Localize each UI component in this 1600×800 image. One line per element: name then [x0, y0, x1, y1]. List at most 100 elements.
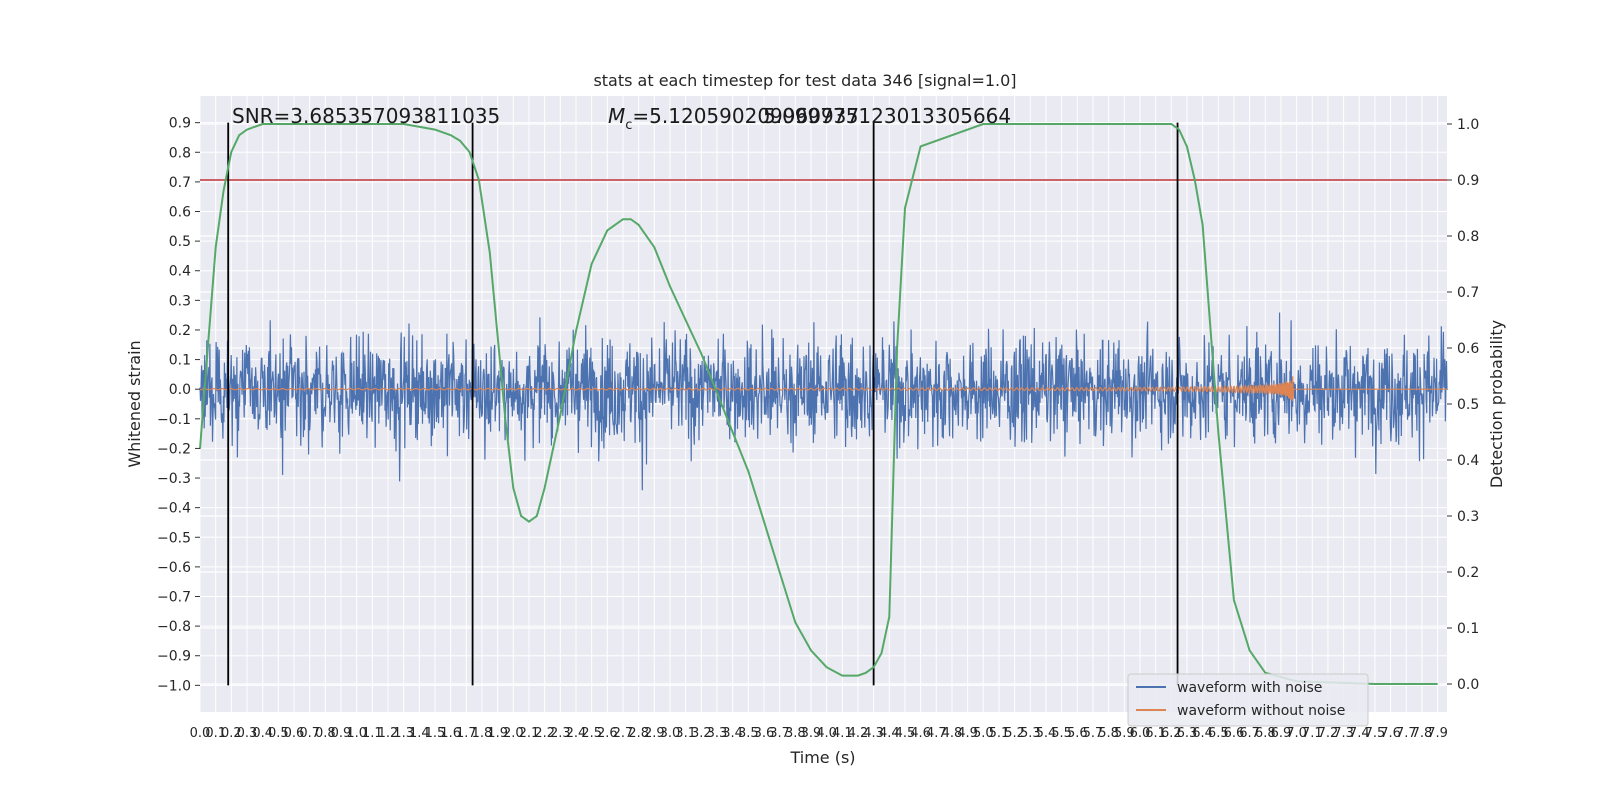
x-tick-label: 5.7 — [1083, 726, 1104, 741]
y-tick-label: −0.9 — [157, 649, 191, 665]
legend-box — [1127, 673, 1369, 727]
x-tick-label: 6.8 — [1255, 726, 1276, 741]
x-tick-label: 1.3 — [393, 726, 414, 741]
x-tick-label: 6.3 — [1177, 726, 1198, 741]
x-tick-label: 0.2 — [221, 726, 242, 741]
x-tick-label: 5.3 — [1020, 726, 1041, 741]
x-tick-label: 0.7 — [299, 726, 320, 741]
chart-title: stats at each timestep for test data 346… — [593, 71, 1016, 90]
x-tick-label: 6.4 — [1192, 726, 1213, 741]
chirp-mass-annotation: Mc=5.120590209960937 — [608, 104, 859, 133]
x-tick-label: 7.3 — [1333, 726, 1354, 741]
x-tick-label: 6.1 — [1145, 726, 1166, 741]
x-tick-label: 5.5 — [1051, 726, 1072, 741]
y-gridlines — [200, 122, 1447, 686]
x-tick-label: 5.2 — [1004, 726, 1025, 741]
x-tick-label: 4.6 — [910, 726, 931, 741]
x-tick-label: 0.8 — [315, 726, 336, 741]
x-tick-label: 4.0 — [816, 726, 837, 741]
x-tick-label: 1.7 — [456, 726, 477, 741]
y-tick-label: −0.6 — [157, 560, 191, 576]
y-tick-label: 0.9 — [169, 116, 191, 132]
y-tick-label: 0.7 — [169, 175, 191, 191]
x-tick-label: 7.6 — [1380, 726, 1401, 741]
x-tick-label: 4.4 — [879, 726, 900, 741]
x-tick-label: 3.5 — [738, 726, 759, 741]
x-tick-label: 6.7 — [1239, 726, 1260, 741]
x-tick-label: 2.3 — [550, 726, 571, 741]
vertical-marker-lines — [227, 122, 1179, 686]
x-tick-label: 0.3 — [237, 726, 258, 741]
x-tick-label: 1.8 — [472, 726, 493, 741]
chirp-mass-symbol: M — [608, 104, 625, 128]
x-tick-label: 4.2 — [848, 726, 869, 741]
y-tick-label: 0.4 — [169, 264, 191, 280]
x-tick-label: 0.0 — [190, 726, 211, 741]
x-tick-label: 5.9 — [1114, 726, 1135, 741]
x-tick-label: 2.6 — [597, 726, 618, 741]
x-tick-label: 6.5 — [1208, 726, 1229, 741]
x-tick-label: 1.9 — [487, 726, 508, 741]
x-tick-label: 2.0 — [503, 726, 524, 741]
x-tick-label: 4.3 — [863, 726, 884, 741]
x-tick-label: 7.4 — [1349, 726, 1370, 741]
x-tick-label: 7.0 — [1286, 726, 1307, 741]
x-tick-label: 7.7 — [1396, 726, 1417, 741]
x-tick-label: 4.7 — [926, 726, 947, 741]
x-tick-label: 3.6 — [754, 726, 775, 741]
y-axis-label: Whitened strain — [125, 340, 144, 467]
x-tick-label: 1.5 — [425, 726, 446, 741]
y-tick-label: −0.8 — [157, 619, 191, 635]
x-tick-label: 2.9 — [644, 726, 665, 741]
y-tick-label: 0.5 — [169, 234, 191, 250]
x-tick-label: 5.4 — [1036, 726, 1057, 741]
clean-waveform-path — [200, 376, 1447, 402]
y-tick-label: −0.2 — [157, 441, 191, 457]
y-axis-ticks: 0.9 0.8 0.7 0.6 0.5 0.4 0.3 0.2 0.1 0.0 −0.1 −0.2 −0… — [157, 116, 200, 694]
y2-tick-label: 0.4 — [1457, 453, 1479, 469]
y-tick-label: −0.4 — [157, 501, 191, 517]
y-tick-label: 0.8 — [169, 145, 191, 161]
x-tick-label: 3.9 — [801, 726, 822, 741]
legend: waveform with noise waveform without noi… — [1127, 673, 1369, 727]
x-tick-label: 4.1 — [832, 726, 853, 741]
legend-label-noise: waveform with noise — [1177, 680, 1322, 696]
y2-tick-label: 0.3 — [1457, 509, 1479, 525]
x-tick-label: 3.3 — [707, 726, 728, 741]
x-tick-label: 2.7 — [613, 726, 634, 741]
y2-tick-label: 0.2 — [1457, 565, 1479, 581]
y2-tick-label: 0.7 — [1457, 285, 1479, 301]
x-tick-label: 2.2 — [534, 726, 555, 741]
chirp-mass-subscript: c — [625, 118, 632, 133]
x-tick-label: 0.9 — [331, 726, 352, 741]
x-tick-label: 2.4 — [566, 726, 587, 741]
y-tick-label: −0.5 — [157, 530, 191, 546]
x-tick-label: 3.8 — [785, 726, 806, 741]
x-tick-label: 2.1 — [519, 726, 540, 741]
y2-tick-label: 0.1 — [1457, 621, 1479, 637]
snr-annotation: SNR=3.685357093811035 — [232, 104, 500, 128]
x-tick-label: 0.4 — [252, 726, 273, 741]
y-tick-label: 0.2 — [169, 323, 191, 339]
x-tick-label: 6.9 — [1271, 726, 1292, 741]
y2-tick-label: 0.0 — [1457, 677, 1479, 693]
x-tick-label: 5.1 — [989, 726, 1010, 741]
x-tick-label: 3.4 — [722, 726, 743, 741]
y-tick-label: −0.3 — [157, 471, 191, 487]
x-tick-label: 4.5 — [895, 726, 916, 741]
x-tick-label: 0.1 — [205, 726, 226, 741]
y2-tick-label: 1.0 — [1457, 117, 1479, 133]
y2-axis-label: Detection probability — [1487, 320, 1506, 488]
x-tick-label: 4.8 — [942, 726, 963, 741]
x-tick-label: 5.8 — [1098, 726, 1119, 741]
x-tick-label: 1.0 — [346, 726, 367, 741]
x-tick-label: 3.7 — [769, 726, 790, 741]
y-tick-label: 0.0 — [169, 382, 191, 398]
y2-tick-label: 0.5 — [1457, 397, 1479, 413]
x-tick-label: 6.6 — [1224, 726, 1245, 741]
detection-probability-line — [199, 123, 1438, 685]
x-tick-label: 0.6 — [284, 726, 305, 741]
x-tick-label: 4.9 — [957, 726, 978, 741]
x-tick-label: 6.2 — [1161, 726, 1182, 741]
waveform-without-noise-series — [200, 376, 1447, 402]
